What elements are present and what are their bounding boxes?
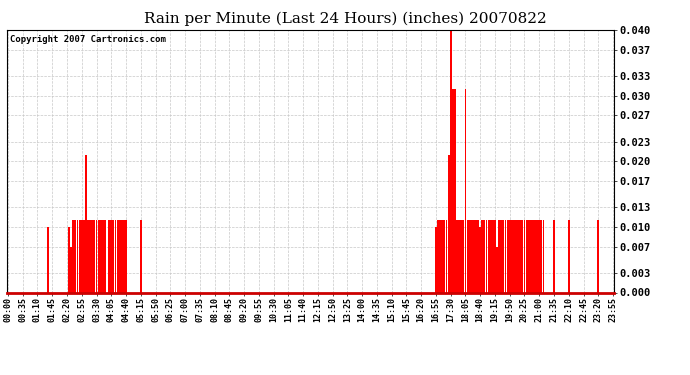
Bar bbox=[437, 220, 439, 292]
Bar bbox=[456, 220, 458, 292]
Bar bbox=[536, 220, 538, 292]
Bar bbox=[115, 220, 117, 292]
Bar bbox=[70, 247, 72, 292]
Bar bbox=[504, 220, 506, 292]
Bar bbox=[91, 220, 93, 292]
Bar bbox=[526, 220, 528, 292]
Bar bbox=[435, 227, 437, 292]
Bar bbox=[100, 220, 101, 292]
Bar bbox=[98, 220, 99, 292]
Bar bbox=[538, 220, 540, 292]
Bar bbox=[522, 220, 523, 292]
Bar bbox=[121, 220, 123, 292]
Bar bbox=[486, 220, 488, 292]
Bar bbox=[87, 220, 89, 292]
Bar bbox=[496, 247, 498, 292]
Bar bbox=[484, 220, 485, 292]
Bar bbox=[475, 220, 477, 292]
Bar bbox=[95, 220, 97, 292]
Bar bbox=[123, 220, 125, 292]
Bar bbox=[509, 220, 511, 292]
Text: Rain per Minute (Last 24 Hours) (inches) 20070822: Rain per Minute (Last 24 Hours) (inches)… bbox=[144, 11, 546, 26]
Bar bbox=[47, 227, 49, 292]
Bar bbox=[79, 220, 81, 292]
Bar bbox=[598, 220, 599, 292]
Bar bbox=[473, 220, 475, 292]
Bar bbox=[446, 220, 447, 292]
Bar bbox=[553, 220, 555, 292]
Bar bbox=[444, 220, 445, 292]
Bar bbox=[77, 220, 79, 292]
Bar bbox=[448, 154, 450, 292]
Bar bbox=[498, 220, 500, 292]
Bar bbox=[520, 220, 521, 292]
Bar bbox=[454, 89, 456, 292]
Bar bbox=[482, 220, 483, 292]
Bar bbox=[530, 220, 532, 292]
Bar bbox=[528, 220, 530, 292]
Bar bbox=[488, 220, 490, 292]
Bar bbox=[540, 220, 542, 292]
Bar bbox=[72, 220, 75, 292]
Bar bbox=[102, 220, 103, 292]
Bar bbox=[518, 220, 519, 292]
Bar bbox=[83, 220, 85, 292]
Bar bbox=[85, 154, 87, 292]
Bar bbox=[108, 220, 110, 292]
Bar bbox=[119, 220, 121, 292]
Bar bbox=[506, 220, 509, 292]
Bar bbox=[68, 227, 70, 292]
Bar bbox=[500, 220, 502, 292]
Bar bbox=[110, 220, 112, 292]
Bar bbox=[117, 220, 119, 292]
Bar bbox=[492, 220, 494, 292]
Bar bbox=[93, 220, 95, 292]
Bar bbox=[458, 220, 460, 292]
Bar bbox=[532, 220, 534, 292]
Text: Copyright 2007 Cartronics.com: Copyright 2007 Cartronics.com bbox=[10, 35, 166, 44]
Bar bbox=[140, 220, 141, 292]
Bar bbox=[125, 220, 127, 292]
Bar bbox=[81, 220, 83, 292]
Bar bbox=[471, 220, 473, 292]
Bar bbox=[477, 220, 479, 292]
Bar bbox=[502, 220, 504, 292]
Bar bbox=[568, 220, 570, 292]
Bar bbox=[534, 220, 536, 292]
Bar bbox=[466, 220, 469, 292]
Bar bbox=[440, 220, 441, 292]
Bar bbox=[511, 220, 513, 292]
Bar bbox=[112, 220, 115, 292]
Bar bbox=[460, 220, 462, 292]
Bar bbox=[75, 220, 77, 292]
Bar bbox=[494, 220, 496, 292]
Bar bbox=[515, 220, 517, 292]
Bar bbox=[542, 220, 544, 292]
Bar bbox=[524, 220, 526, 292]
Bar bbox=[450, 30, 452, 292]
Bar bbox=[89, 220, 91, 292]
Bar bbox=[462, 220, 464, 292]
Bar bbox=[469, 220, 471, 292]
Bar bbox=[452, 89, 454, 292]
Bar bbox=[490, 220, 492, 292]
Bar bbox=[513, 220, 515, 292]
Bar bbox=[464, 89, 466, 292]
Bar bbox=[480, 227, 481, 292]
Bar bbox=[104, 220, 106, 292]
Bar bbox=[442, 220, 443, 292]
